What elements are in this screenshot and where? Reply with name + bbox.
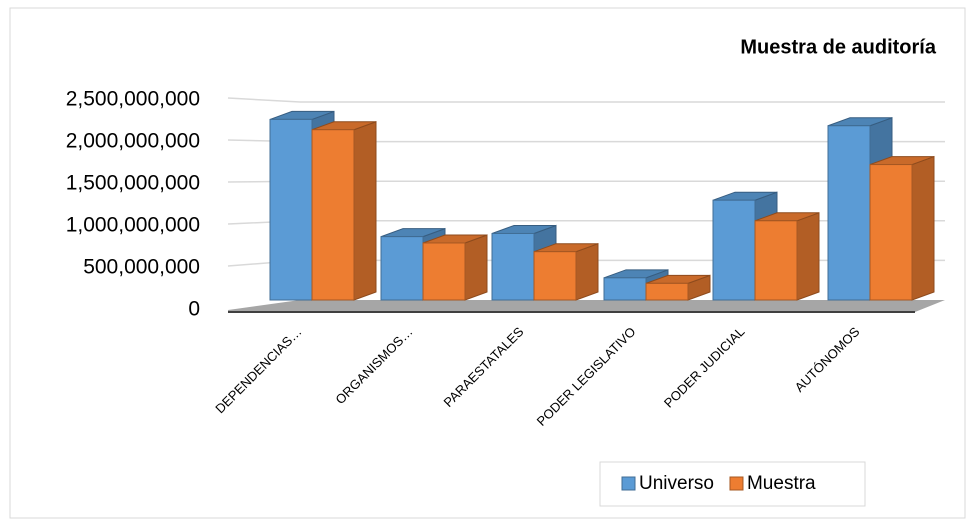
bar-front: [380, 236, 424, 301]
bar-front: [645, 282, 689, 301]
bar: [533, 242, 599, 301]
bar-front: [269, 118, 313, 301]
bar-side: [796, 212, 820, 301]
y-tick-label: 1,500,000,000: [66, 172, 200, 195]
bar-side: [464, 234, 488, 301]
bar-side: [911, 155, 935, 301]
bar: [645, 274, 711, 301]
legend-label: Muestra: [747, 473, 816, 494]
legend-label: Universo: [639, 473, 714, 494]
bar-front: [827, 125, 871, 301]
y-tick-label: 500,000,000: [83, 256, 200, 279]
bar-front: [491, 232, 535, 301]
chart-title: Muestra de auditoría: [740, 36, 936, 58]
y-tick-label: 1,000,000,000: [66, 214, 200, 237]
bar: [712, 191, 778, 301]
bar: [311, 121, 377, 301]
floor: [228, 300, 945, 312]
bar-front: [422, 242, 466, 301]
bar: [754, 212, 820, 301]
legend-swatch: [729, 476, 744, 491]
bar-front: [712, 199, 756, 301]
bar: [869, 155, 935, 301]
bar-front: [603, 277, 647, 301]
grid-line: [227, 97, 945, 103]
bar: [422, 234, 488, 301]
bar-front: [754, 220, 798, 301]
y-tick-label: 2,500,000,000: [66, 88, 200, 111]
y-tick-label: 0: [188, 298, 200, 321]
legend-swatch: [621, 476, 636, 491]
bar-front: [311, 129, 355, 301]
bar-side: [353, 121, 377, 301]
bar-side: [575, 242, 599, 301]
y-tick-label: 2,000,000,000: [66, 130, 200, 153]
bar-front: [869, 164, 913, 301]
bar-front: [533, 251, 577, 301]
